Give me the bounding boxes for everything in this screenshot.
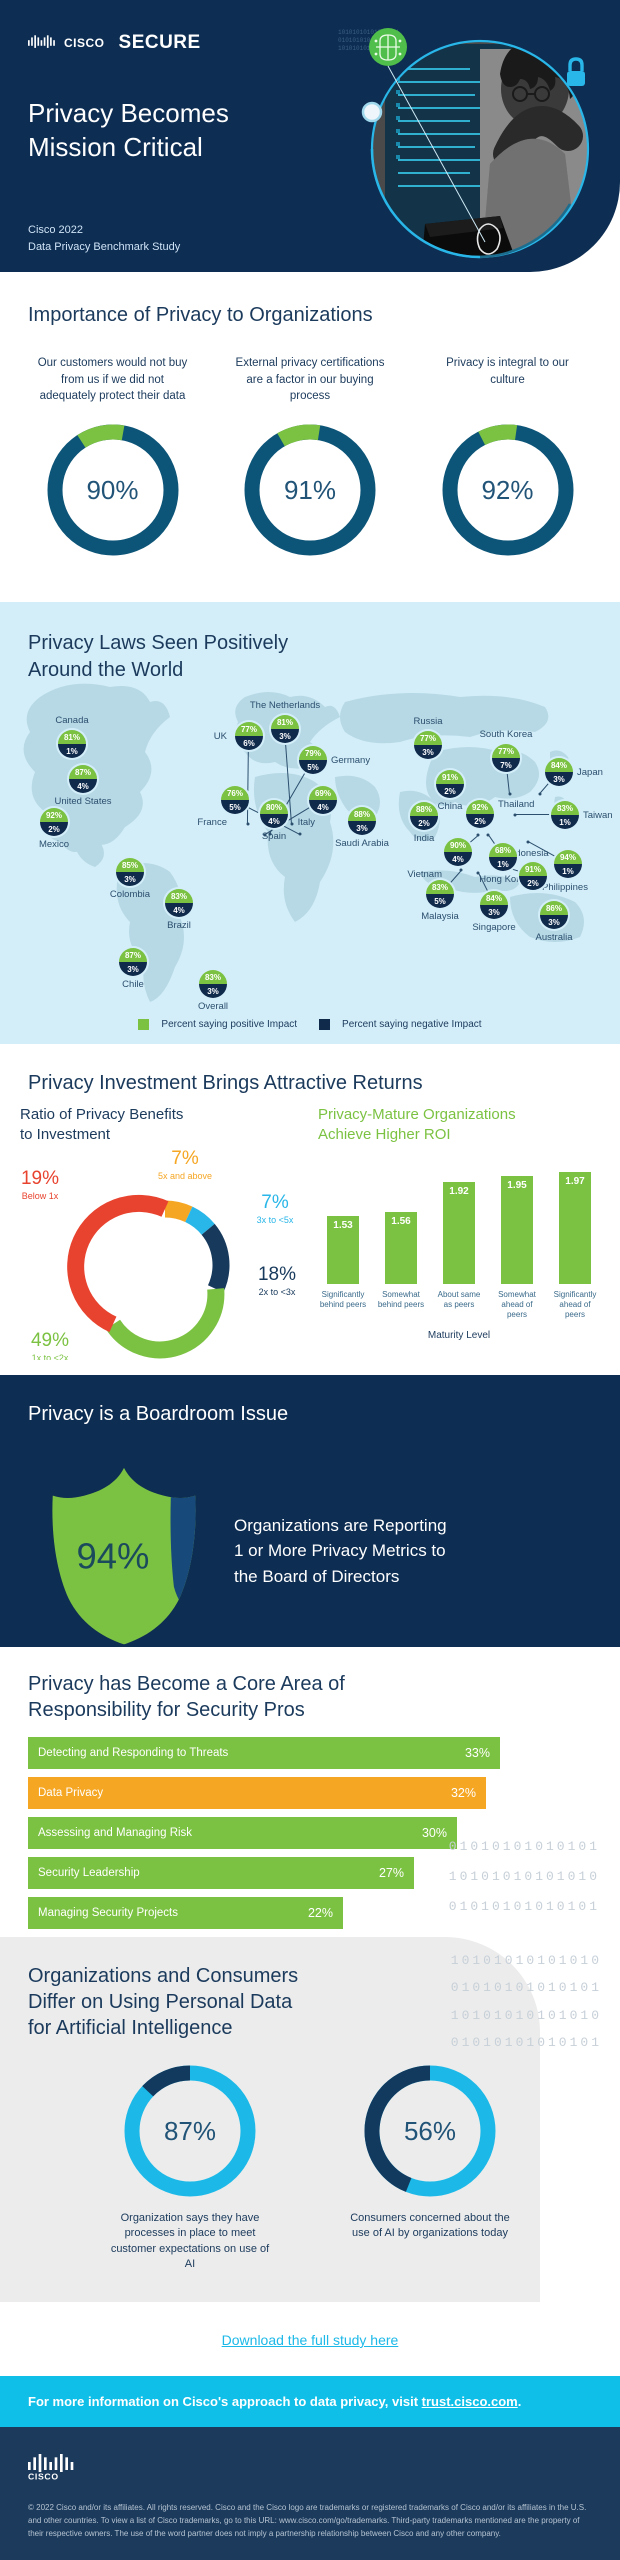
- svg-text:2x to <3x: 2x to <3x: [259, 1287, 296, 1297]
- svg-text:1x to <2x: 1x to <2x: [32, 1353, 69, 1360]
- svg-text:Below 1x: Below 1x: [22, 1191, 59, 1201]
- svg-text:7%: 7%: [171, 1150, 199, 1169]
- svg-text:18%: 18%: [258, 1264, 296, 1285]
- svg-text:5x and above: 5x and above: [158, 1171, 212, 1181]
- svg-text:3x to <5x: 3x to <5x: [257, 1215, 294, 1225]
- svg-text:94%: 94%: [77, 1535, 150, 1576]
- svg-text:7%: 7%: [261, 1192, 289, 1213]
- svg-text:19%: 19%: [21, 1168, 59, 1189]
- svg-text:CISCO: CISCO: [28, 2471, 59, 2481]
- svg-text:49%: 49%: [31, 1330, 69, 1351]
